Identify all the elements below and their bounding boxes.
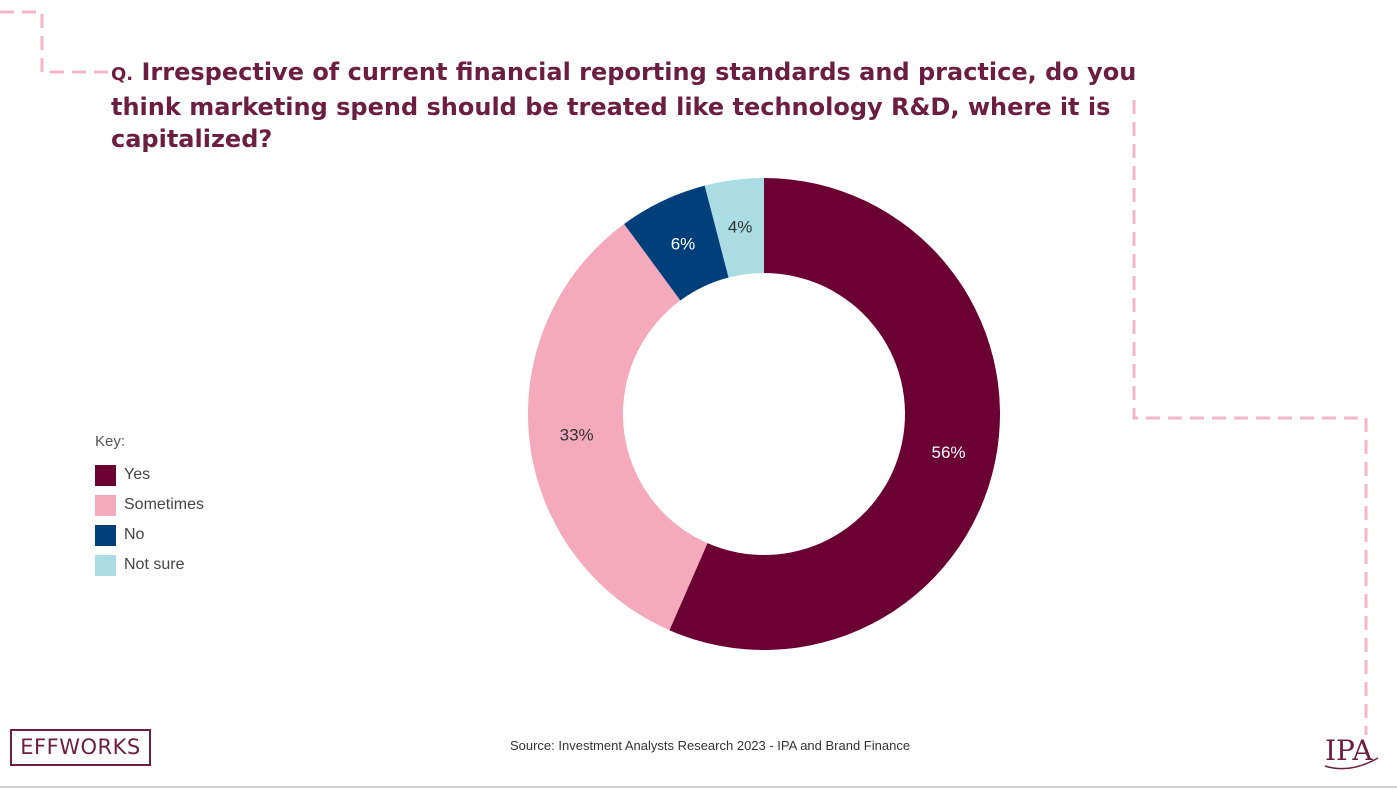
ipa-logo: IPA xyxy=(1325,734,1373,767)
donut-slice-sometimes xyxy=(527,223,708,631)
legend-label-sometimes: Sometimes xyxy=(124,496,205,513)
legend-item-not-sure: Not sure xyxy=(95,550,204,580)
slice-label-yes: 56% xyxy=(931,443,965,462)
slice-label-not-sure: 4% xyxy=(728,218,753,237)
legend-label-not-sure: Not sure xyxy=(124,556,185,573)
legend-item-no: No xyxy=(95,520,204,550)
source-note: Source: Investment Analysts Research 202… xyxy=(509,738,911,753)
donut-slice-not-sure xyxy=(704,178,764,278)
legend-title: Key: xyxy=(95,433,126,450)
legend-swatch-yes xyxy=(95,464,116,486)
ipa-logo-swoosh-icon xyxy=(1324,757,1379,770)
legend-item-yes: Yes xyxy=(95,460,204,490)
question-text: Irrespective of current financial report… xyxy=(111,58,1137,153)
donut-slice-no xyxy=(624,185,729,301)
slice-label-no: 6% xyxy=(671,234,696,253)
legend-swatch-not-sure xyxy=(95,554,116,576)
legend-label-yes: Yes xyxy=(124,466,151,483)
donut-chart: 56% 33% 6% 4% xyxy=(527,178,1000,650)
slice-label-sometimes: 33% xyxy=(560,425,594,444)
question-title: Q. Irrespective of current financial rep… xyxy=(111,56,1171,155)
legend-label-no: No xyxy=(124,526,145,543)
question-prefix: Q. xyxy=(111,64,134,85)
legend-swatch-no xyxy=(95,524,116,546)
legend-swatch-sometimes xyxy=(95,494,116,516)
effworks-logo: EFFWORKS xyxy=(10,729,151,766)
donut-slice-yes xyxy=(669,178,1000,650)
bottom-rule xyxy=(0,786,1397,788)
legend: Key: Yes Sometimes No Not sure xyxy=(95,432,204,580)
legend-item-sometimes: Sometimes xyxy=(95,490,204,520)
